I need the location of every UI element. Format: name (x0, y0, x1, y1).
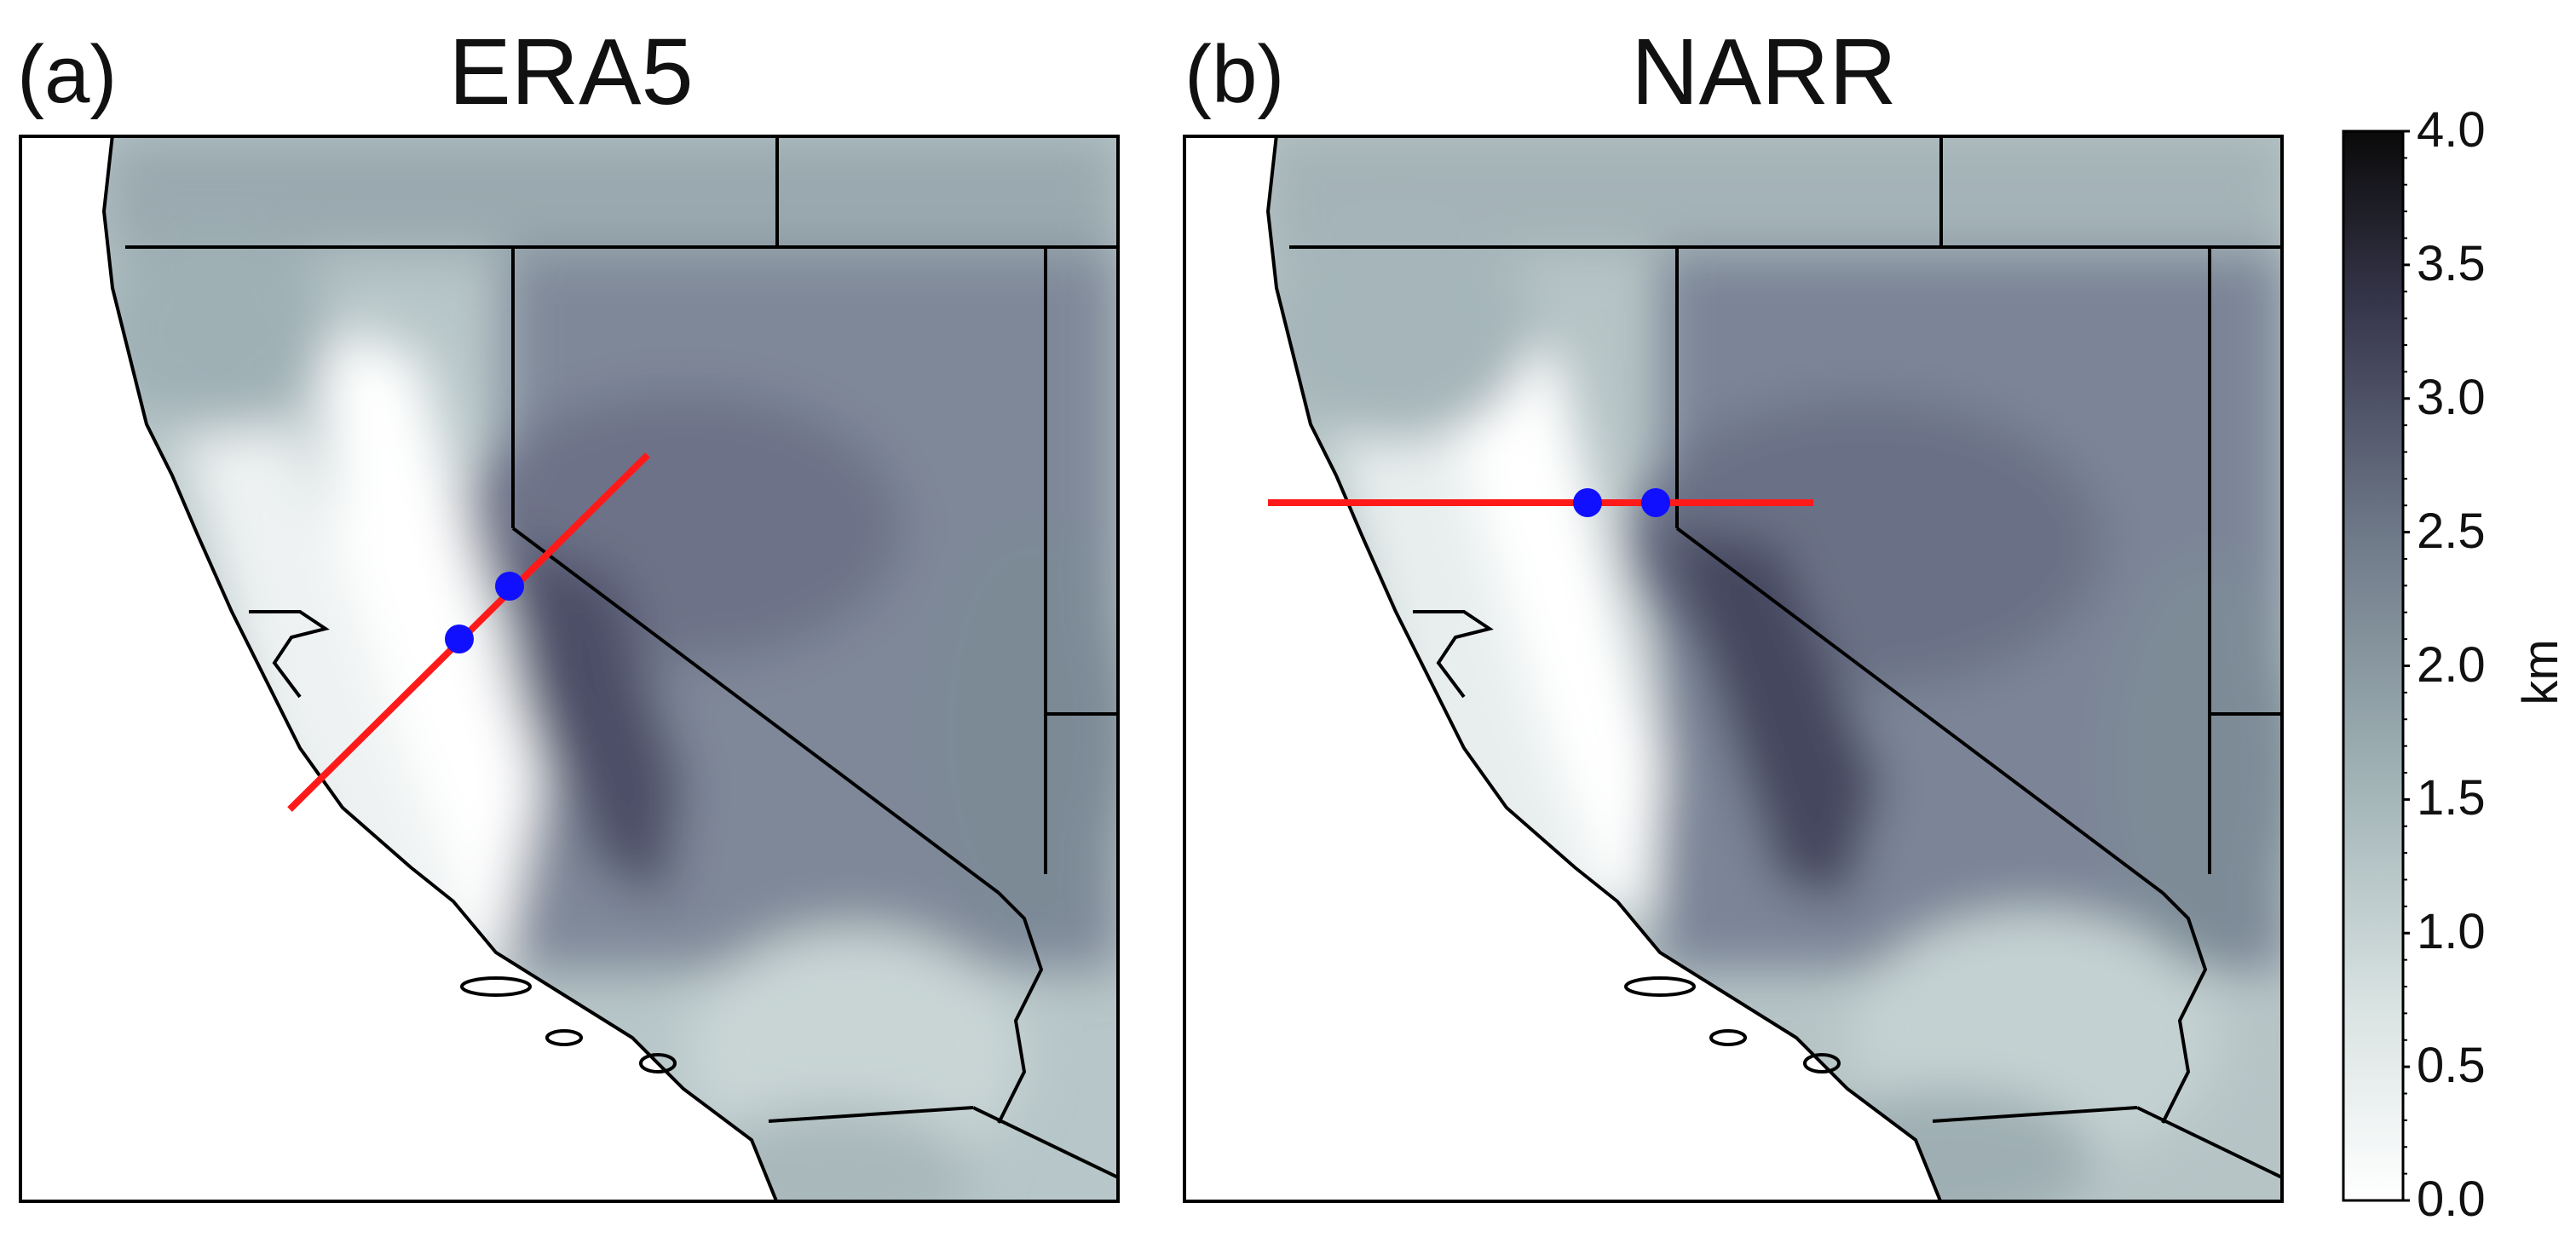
colorbar-tick-label: 1.0 (2417, 904, 2486, 960)
station-point-b-2 (1641, 488, 1670, 517)
colorbar-tick-label: 0.5 (2417, 1038, 2486, 1094)
colorbar-tick-label: 3.0 (2417, 369, 2486, 425)
panel-b-title: NARR (1631, 20, 1897, 124)
colorbar-tick-label: 1.5 (2417, 770, 2486, 826)
map-era5 (19, 135, 1120, 1203)
panel-a-title: ERA5 (448, 20, 694, 124)
station-point-a-1 (445, 624, 474, 653)
colorbar-unit: km (2513, 639, 2568, 705)
station-point-b-1 (1573, 488, 1602, 517)
panel-a-label: (a) (17, 29, 118, 120)
colorbar-tick-label: 2.0 (2417, 636, 2486, 693)
panel-b-label: (b) (1184, 29, 1285, 120)
colorbar-tick-label: 3.5 (2417, 235, 2486, 291)
station-point-a-2 (495, 572, 524, 601)
colorbar-tick-label: 2.5 (2417, 503, 2486, 559)
colorbar-tick-label: 0.0 (2417, 1171, 2486, 1227)
map-narr (1183, 135, 2284, 1203)
colorbar-tick-label: 4.0 (2417, 102, 2486, 158)
colorbar (2342, 130, 2410, 1202)
